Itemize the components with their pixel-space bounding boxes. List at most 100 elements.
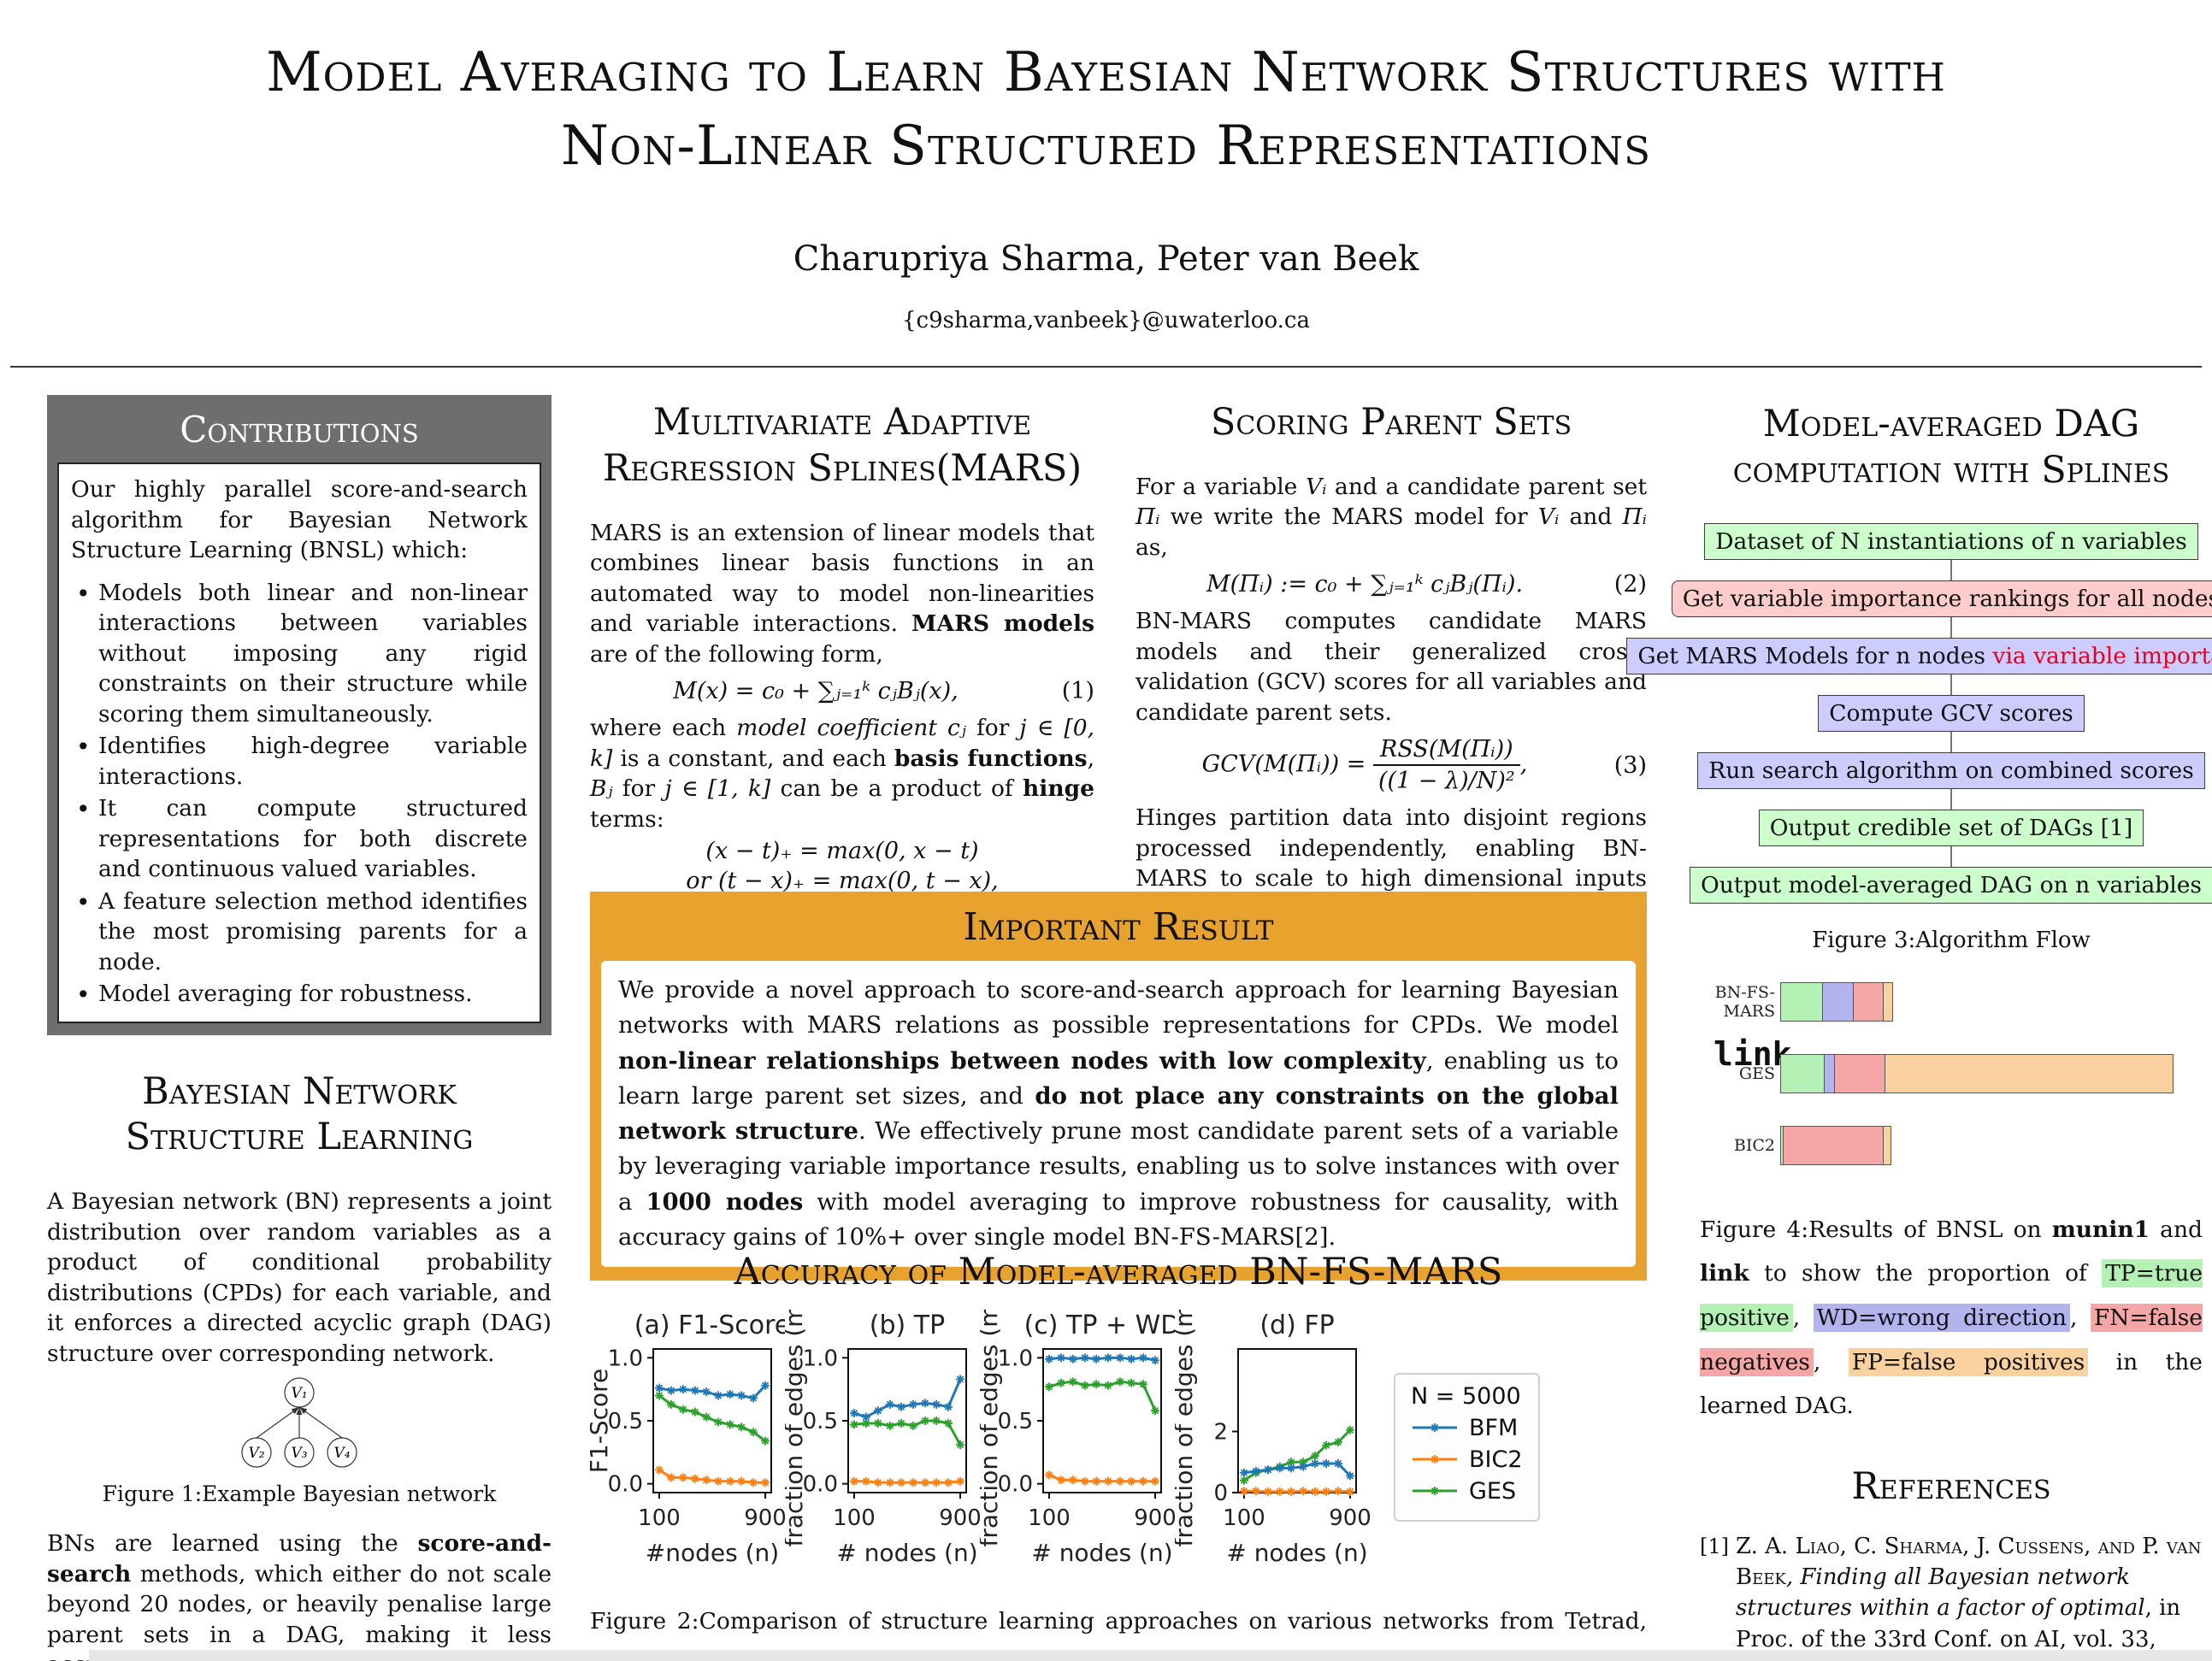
legend-title: N = 5000 [1411,1382,1521,1410]
fig4-segment-fn [1854,981,1885,1022]
svg-text:#nodes (n): #nodes (n) [646,1539,779,1567]
svg-text:1.0: 1.0 [608,1346,643,1371]
svg-text:900: 900 [1329,1505,1370,1531]
svg-text:100: 100 [833,1505,876,1531]
fig4-segment-fn [1835,1053,1885,1093]
fig4-segment-tp [1780,1053,1825,1093]
contribution-bullet: A feature selection method identifies th… [71,886,528,978]
equation-1: M(x) = c₀ + ∑ⱼ₌₁ᵏ cⱼBⱼ(x), (1) [673,678,1094,704]
chart-panel-c: (c) TP + WD 0.0 0.5 1.0 100 900 # nodes (n) fra… [975,1294,1180,1576]
svg-text:fraction of edges (m): fraction of edges (m) [1175,1310,1198,1546]
contributions-intro: Our highly parallel score-and-search alg… [71,476,528,563]
svg-text:0.0: 0.0 [608,1471,643,1497]
references-list: [1] Z. A. Liao, C. Sharma, J. Cussens, an… [1700,1531,2203,1661]
svg-text:V₂: V₂ [248,1445,264,1462]
figure4-stacked-bars: link BN-FS-MARS GES BIC2 [1700,981,2203,1191]
figure1-caption: Figure 1:Example Bayesian network [102,1481,497,1506]
svg-text:1.0: 1.0 [998,1346,1033,1371]
svg-text:100: 100 [1028,1505,1071,1531]
contribution-bullet: Model averaging for robustness. [71,979,528,1010]
column-mars: Multivariate Adaptive Regression Splines… [590,400,1094,932]
svg-text:fraction of edges (m): fraction of edges (m) [785,1310,808,1546]
bnsl-heading: Bayesian Network Structure Learning [125,1069,474,1159]
page-title: Model Averaging to Learn Bayesian Networ… [68,36,2144,184]
title-line-2: Non-Linear Structured Representations [561,115,1651,179]
chart-panel-d: (d) FP 0 2 100 900 # nodes (n) fraction of edg… [1170,1294,1371,1576]
fig4-segment-fn [1784,1125,1885,1165]
fig4-segment-wd [1823,981,1855,1022]
fig4-bar-row-BN-FS-MARS: BN-FS-MARS [1700,981,2203,1022]
flow-step-6: Output credible set of DAGs [1] [1758,809,2144,846]
svg-text:0.5: 0.5 [998,1409,1033,1434]
fig4-segment-fp [1884,1125,1891,1165]
hinge-equation-1: (x − t)₊ = max(0, x − t) [705,838,979,864]
chart-panel-b: (b) TP 0.0 0.5 1.0 100 900 # nodes (n) fraction… [780,1294,982,1576]
svg-text:(c) TP + WD: (c) TP + WD [1024,1311,1175,1340]
svg-text:900: 900 [939,1505,980,1531]
fig4-bar [1780,1053,2174,1093]
contribution-bullet: Identifies high-degree variable interact… [71,731,528,792]
equation-2: M(Πᵢ) := c₀ + ∑ⱼ₌₁ᵏ cⱼBⱼ(Πᵢ). (2) [1206,571,1647,598]
contributions-box: Contributions Our highly parallel score-… [47,395,552,1035]
figure1-bayesian-network: V₁ V₂ V₃ V₄ [47,1374,552,1480]
mars-heading: Multivariate Adaptive Regression Splines… [602,401,1082,490]
hinge-equation-2: or (t − x)₊ = max(0, t − x), [686,868,999,894]
bayesian-network-diagram: V₁ V₂ V₃ V₄ [241,1377,357,1468]
important-result-box: Important Result We provide a novel appr… [590,892,1647,1281]
flow-step-4: Compute GCV scores [1818,694,2085,732]
fig4-bar [1780,1125,1891,1165]
svg-text:100: 100 [638,1505,681,1531]
scoring-paragraph-2: BN-MARS computes candidate MARS models a… [1135,608,1647,726]
contributions-body: Our highly parallel score-and-search alg… [57,462,541,1023]
email: {c9sharma,vanbeek}@uwaterloo.ca [902,308,1310,333]
figure3-caption: Figure 3:Algorithm Flow [1812,927,2091,953]
fig4-bar [1780,981,1894,1022]
fig4-bar-label: GES [1738,1063,1775,1083]
svg-text:(b) TP: (b) TP [870,1311,945,1340]
contribution-bullet: It can compute structured representation… [71,793,528,885]
flow-connector [1950,731,1952,752]
references-heading: References [1851,1464,2051,1508]
flow-connector [1950,788,1952,810]
title-line-1: Model Averaging to Learn Bayesian Networ… [266,41,1946,104]
chart-panel-a: (a) F1-Score 0.0 0.5 1.0 100 900 #nodes (n) F1-… [585,1310,790,1576]
reference-item: [1] Z. A. Liao, C. Sharma, J. Cussens, an… [1700,1533,2202,1661]
svg-text:# nodes (n): # nodes (n) [1031,1539,1172,1567]
svg-text:V₁: V₁ [291,1385,307,1402]
legend-entry-BIC2: BIC2 [1411,1446,1523,1473]
algorithm-flowchart: Dataset of N instantiations of n variabl… [1626,522,2212,904]
flow-connector [1950,845,1952,867]
fig4-segment-fp [1884,981,1894,1022]
svg-text:0.5: 0.5 [803,1409,838,1434]
mars-paragraph-2: where each model coefficient cⱼ for j ∈ … [590,715,1094,833]
flow-step-7: Output model-averaged DAG on n variables [1690,866,2212,904]
chart-legend: N = 5000 BFM BIC2 GES [1394,1372,1540,1522]
flow-heading: Model-averaged DAG computation with Spli… [1732,403,2170,492]
svg-text:0.5: 0.5 [608,1409,643,1434]
header-divider [10,366,2202,368]
svg-text:0: 0 [1213,1481,1228,1506]
fig4-segment-wd [1824,1053,1836,1093]
flow-step-5: Run search algorithm on combined scores [1697,751,2205,789]
flow-step-highlight: via variable importance [1992,642,2212,669]
authors: Charupriya Sharma, Peter van Beek [793,239,1419,279]
svg-text:# nodes (n): # nodes (n) [836,1539,977,1567]
fig4-bar-label: BN-FS-MARS [1714,982,1775,1021]
svg-text:900: 900 [744,1505,785,1531]
legend-entry-GES: GES [1411,1478,1523,1505]
mars-paragraph-1: MARS is an extension of linear models th… [590,519,1095,668]
svg-text:1.0: 1.0 [803,1346,838,1371]
fig4-segment-tp [1780,981,1824,1022]
contribution-bullet: Models both linear and non-linear intera… [71,578,528,730]
svg-text:V₃: V₃ [291,1445,307,1462]
fig4-bar-label: BIC2 [1733,1135,1775,1155]
fig4-bar-row-BIC2: BIC2 [1700,1125,2203,1165]
flow-step-1: Dataset of N instantiations of n variabl… [1704,522,2198,560]
gcv-fraction: RSS(M(Πᵢ)) ((1 − λ)/N)² [1372,736,1520,794]
fig4-segment-fp [1885,1053,2174,1093]
scoring-paragraph-1: For a variable Vᵢ and a candidate parent… [1135,473,1648,561]
flow-step-2: Get variable importance rankings for all… [1671,580,2212,617]
important-result-body: We provide a novel approach to score-and… [601,961,1636,1267]
flow-step-3: Get MARS Models for n nodes via variable… [1626,637,2212,674]
contributions-bullet-list: Models both linear and non-linear intera… [71,578,528,1010]
